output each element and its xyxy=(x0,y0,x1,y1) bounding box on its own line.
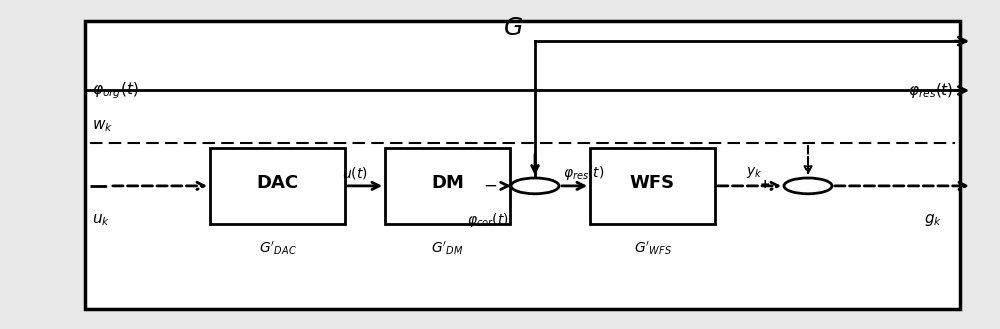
Text: $u(t)$: $u(t)$ xyxy=(342,165,368,181)
Text: $w_k$: $w_k$ xyxy=(92,118,113,134)
Text: DAC: DAC xyxy=(256,174,299,191)
FancyBboxPatch shape xyxy=(210,148,345,224)
FancyBboxPatch shape xyxy=(85,21,960,309)
Text: DM: DM xyxy=(431,174,464,191)
FancyBboxPatch shape xyxy=(385,148,510,224)
Text: $\varphi_{cor}(t)$: $\varphi_{cor}(t)$ xyxy=(467,212,509,229)
Text: $G'_{DM}$: $G'_{DM}$ xyxy=(431,240,464,257)
Text: $\varphi_{res}(t)$: $\varphi_{res}(t)$ xyxy=(563,164,605,182)
Text: +: + xyxy=(803,160,813,173)
Text: +: + xyxy=(530,160,540,173)
Text: $g_k$: $g_k$ xyxy=(924,213,942,228)
Circle shape xyxy=(784,178,832,194)
Text: $\varphi_{org}(t)$: $\varphi_{org}(t)$ xyxy=(92,80,139,101)
Text: $G'_{WFS}$: $G'_{WFS}$ xyxy=(634,240,671,257)
Text: $G'_{DAC}$: $G'_{DAC}$ xyxy=(259,240,296,257)
Text: WFS: WFS xyxy=(630,174,675,191)
FancyBboxPatch shape xyxy=(590,148,715,224)
Text: $y_k$: $y_k$ xyxy=(746,165,762,180)
Circle shape xyxy=(511,178,559,194)
Text: $\varphi_{res}(t)$: $\varphi_{res}(t)$ xyxy=(908,81,954,100)
Text: $G$: $G$ xyxy=(503,16,523,40)
Text: +: + xyxy=(759,178,770,191)
Text: $u_k$: $u_k$ xyxy=(92,213,110,228)
Text: $-$: $-$ xyxy=(483,176,497,193)
